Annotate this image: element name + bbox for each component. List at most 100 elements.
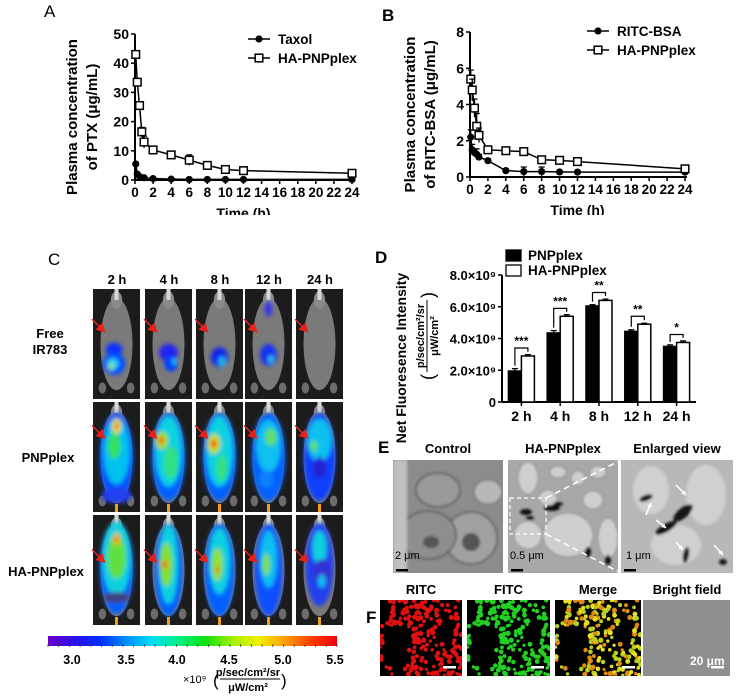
mouse-image [194, 289, 243, 399]
x-tick-label: 14 [588, 182, 604, 197]
mouse-image [294, 289, 343, 399]
data-point [184, 155, 194, 165]
bar [598, 299, 613, 403]
scale-bar-label: 1 μm [626, 550, 651, 562]
colorbar-tick-label: 5.5 [326, 653, 343, 667]
y-tick-label: 0 [456, 169, 464, 185]
confocal-title-bright-field: Bright field [652, 582, 722, 597]
tumor-arrow-icon [91, 425, 106, 439]
y-tick-label: 50 [113, 26, 129, 42]
panel-label-c: C [48, 250, 61, 269]
x-tick-label: 6 [185, 185, 193, 200]
significance-bracket [630, 315, 645, 327]
tumor-arrow-icon [143, 549, 158, 563]
tumor-arrow-icon [294, 425, 309, 439]
y-tick-label: 20 [113, 114, 129, 130]
data-point [132, 77, 142, 87]
data-point [501, 146, 511, 156]
legend-marker [594, 27, 602, 35]
time-label: 12 h [255, 272, 282, 287]
mouse-image [91, 402, 140, 512]
legend-label: Taxol [278, 32, 312, 47]
data-point [555, 155, 565, 165]
tem-title-ha-pnpplex: HA-PNPplex [525, 441, 601, 456]
x-tick-label: 8 [538, 182, 546, 197]
svg-text:): ) [281, 671, 287, 690]
y-tick-label: 0 [489, 395, 496, 410]
data-point [166, 150, 176, 160]
x-tick-label: 8 [204, 185, 212, 200]
mouse-image [143, 289, 192, 399]
scale-bar [531, 666, 544, 669]
scale-bar-label: 2 μm [395, 550, 420, 562]
confocal-image [467, 600, 550, 676]
confocal-images [380, 600, 730, 676]
mouse-image [243, 402, 292, 512]
tem-image [621, 460, 733, 573]
colorbar-tick-label: 5.0 [274, 653, 291, 667]
data-point [131, 49, 141, 59]
tumor-arrow-icon [243, 318, 258, 333]
y-tick-label: 10 [113, 143, 129, 159]
svg-text:): ) [418, 292, 438, 298]
legend-label: RITC-BSA [617, 24, 682, 39]
significance-bracket [553, 307, 568, 328]
y-tick-label: 6 [456, 60, 464, 76]
x-tick-label: 4 [167, 185, 175, 200]
y-tick-label: 4.0×10⁹ [450, 332, 496, 347]
y-axis-unit: p/sec/cm²/sr μW/cm² () [415, 292, 441, 380]
time-label: 2 h [107, 272, 127, 287]
scale-bar [511, 569, 523, 572]
colorbar-tick-label: 4.5 [220, 653, 237, 667]
x-tick-label: 18 [290, 185, 306, 200]
x-tick-label: 10 [552, 182, 567, 197]
x-tick-label: 0 [466, 182, 474, 197]
svg-text:μW/cm²: μW/cm² [228, 682, 268, 694]
data-point [132, 160, 140, 168]
bar [662, 345, 678, 403]
panel-label-d: D [375, 248, 388, 267]
data-point [139, 137, 149, 147]
significance-marker: *** [553, 294, 567, 308]
scale-bar-label: 20 μm [690, 654, 725, 668]
confocal-image [380, 600, 462, 676]
panel-label-e: E [378, 438, 390, 457]
data-point [519, 147, 529, 157]
y-axis-title: Plasma concentration [402, 37, 419, 193]
data-point [469, 103, 480, 113]
legend-marker [255, 35, 263, 43]
data-point [502, 167, 510, 175]
data-point [134, 100, 145, 111]
panel-label-b: B [382, 6, 395, 25]
x-tick-label: 18 [624, 182, 640, 197]
confocal-image [555, 600, 641, 676]
confocal-title-merge: Merge [578, 582, 618, 597]
tumor-arrow-icon [243, 425, 258, 439]
mouse-image [243, 515, 292, 625]
svg-text:(: ( [418, 374, 438, 380]
y-tick-label: 8.0×10⁹ [450, 268, 496, 283]
tumor-arrow-icon [91, 318, 106, 333]
y-axis-title: of RITC-BSA (μg/mL) [422, 40, 439, 189]
significance-marker: *** [514, 334, 528, 348]
confocal-title-ritc: RITC [405, 582, 437, 597]
data-point [467, 133, 475, 141]
scale-bar [396, 569, 408, 572]
time-label: 24 h [306, 272, 333, 287]
x-tick-label: 14 [254, 185, 270, 200]
bar [559, 315, 574, 403]
x-tick-label: 8 h [589, 408, 609, 424]
tem-image [508, 460, 618, 573]
data-point [203, 175, 211, 184]
mouse-image-grid [91, 289, 343, 625]
y-tick-label: 40 [113, 55, 129, 71]
panel-c-in-vivo-imaging: 2 h 4 h 8 h 12 h 24 h Free IR783 PNPplex… [8, 272, 344, 694]
tumor-arrow-icon [91, 549, 106, 563]
bar [520, 355, 536, 403]
data-point [472, 121, 482, 131]
x-tick-label: 2 [484, 182, 492, 197]
data-point [239, 175, 248, 184]
mouse-image [91, 515, 140, 625]
